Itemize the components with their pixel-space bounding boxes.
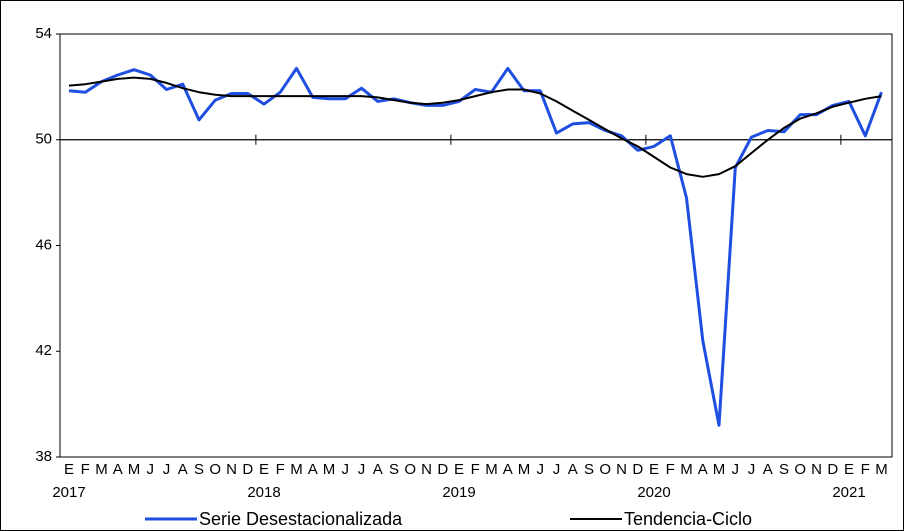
x-tick-label: S <box>779 461 789 478</box>
x-tick-label: D <box>437 461 448 478</box>
x-tick-label: J <box>163 461 171 478</box>
x-tick-label: N <box>616 461 627 478</box>
y-tick-label: 38 <box>35 448 52 465</box>
series-line <box>68 66 883 427</box>
x-tick-label: A <box>373 461 383 478</box>
x-tick-label: N <box>811 461 822 478</box>
series-line <box>68 76 882 178</box>
x-tick-label: M <box>518 461 531 478</box>
x-tick-label: A <box>568 461 578 478</box>
x-tick-label: J <box>553 461 561 478</box>
x-tick-label: F <box>471 461 480 478</box>
x-tick-label: O <box>599 461 611 478</box>
x-tick-label: O <box>404 461 416 478</box>
legend-label: Serie Desestacionalizada <box>199 509 403 529</box>
x-tick-label: M <box>128 461 141 478</box>
x-tick-label: S <box>389 461 399 478</box>
x-tick-label: O <box>209 461 221 478</box>
x-tick-label: S <box>194 461 204 478</box>
x-tick-label: M <box>680 461 693 478</box>
x-tick-label: O <box>794 461 806 478</box>
x-tick-label: A <box>113 461 123 478</box>
x-tick-label: F <box>861 461 870 478</box>
x-tick-label: J <box>537 461 545 478</box>
x-tick-label: M <box>95 461 108 478</box>
year-label: 2019 <box>442 484 475 501</box>
x-tick-label: D <box>632 461 643 478</box>
x-tick-label: A <box>698 461 708 478</box>
year-label: 2021 <box>832 484 865 501</box>
x-tick-label: A <box>763 461 773 478</box>
x-tick-label: E <box>454 461 464 478</box>
x-tick-label: E <box>259 461 269 478</box>
x-tick-label: J <box>748 461 756 478</box>
x-tick-label: E <box>64 461 74 478</box>
legend-label: Tendencia-Ciclo <box>624 509 752 529</box>
x-tick-label: J <box>342 461 350 478</box>
x-tick-label: J <box>732 461 740 478</box>
x-tick-label: A <box>178 461 188 478</box>
x-tick-label: S <box>584 461 594 478</box>
x-tick-label: D <box>827 461 838 478</box>
x-tick-label: M <box>323 461 336 478</box>
year-label: 2018 <box>247 484 280 501</box>
year-label: 2017 <box>52 484 85 501</box>
x-tick-label: F <box>81 461 90 478</box>
x-tick-label: M <box>713 461 726 478</box>
y-tick-label: 46 <box>35 236 52 253</box>
x-tick-label: A <box>503 461 513 478</box>
y-tick-label: 50 <box>35 131 52 148</box>
x-tick-label: E <box>649 461 659 478</box>
x-tick-label: J <box>147 461 155 478</box>
x-tick-label: F <box>276 461 285 478</box>
y-tick-label: 54 <box>35 25 52 42</box>
x-tick-label: N <box>226 461 237 478</box>
x-tick-label: M <box>290 461 303 478</box>
x-tick-label: M <box>875 461 888 478</box>
x-tick-label: D <box>242 461 253 478</box>
x-tick-label: A <box>308 461 318 478</box>
year-label: 2020 <box>637 484 670 501</box>
x-tick-label: J <box>358 461 366 478</box>
x-tick-label: M <box>485 461 498 478</box>
x-tick-label: E <box>844 461 854 478</box>
x-tick-label: N <box>421 461 432 478</box>
y-tick-label: 42 <box>35 342 52 359</box>
x-tick-label: F <box>666 461 675 478</box>
